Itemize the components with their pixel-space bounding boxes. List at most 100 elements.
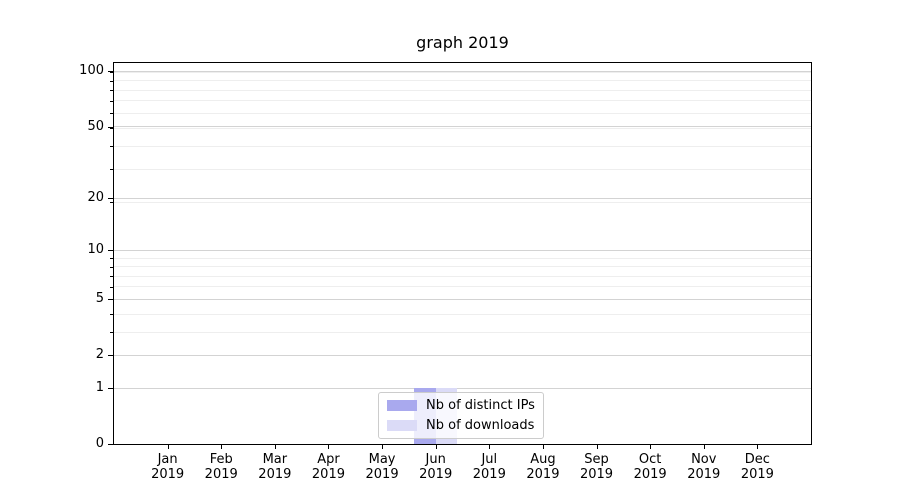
y-minor-tick [110, 100, 113, 102]
x-tick [167, 445, 169, 449]
x-tick [435, 445, 437, 449]
y-gridline-major [114, 354, 811, 356]
y-minor-tick [110, 332, 113, 334]
y-gridline-minor [114, 145, 811, 147]
x-tick-label: Dec 2019 [725, 452, 789, 482]
y-minor-tick [110, 128, 113, 130]
x-tick-label: Jul 2019 [457, 452, 521, 482]
x-tick-label-line: Sep [584, 452, 609, 467]
x-tick-label: Oct 2019 [618, 452, 682, 482]
y-gridline-minor [114, 100, 811, 102]
y-gridline-minor [114, 257, 811, 259]
y-tick [108, 299, 113, 301]
y-tick-label: 2 [95, 347, 104, 363]
y-minor-tick [110, 90, 113, 92]
x-tick [382, 445, 384, 449]
legend-swatch-icon [387, 420, 417, 431]
y-gridline-minor [114, 286, 811, 288]
x-tick-label: Sep 2019 [565, 452, 629, 482]
x-tick [596, 445, 598, 449]
legend: Nb of distinct IPs Nb of downloads [378, 392, 544, 439]
x-tick-label-line: 2019 [740, 467, 774, 482]
y-minor-tick [110, 276, 113, 278]
plot-area: Nb of distinct IPs Nb of downloads [113, 62, 812, 445]
x-tick-label: Nov 2019 [672, 452, 736, 482]
x-tick-label-line: 2019 [151, 467, 185, 482]
y-gridline-major [114, 387, 811, 389]
x-tick-label-line: 2019 [311, 467, 345, 482]
y-gridline-major [114, 70, 811, 72]
x-tick-label-line: May [368, 452, 396, 467]
y-tick [108, 71, 113, 73]
y-tick-label: 5 [95, 291, 104, 307]
y-minor-tick [110, 314, 113, 316]
x-tick-label-line: 2019 [526, 467, 560, 482]
x-tick [757, 445, 759, 449]
x-tick [542, 445, 544, 449]
y-gridline-major [114, 298, 811, 300]
x-tick-label-line: Jul [481, 452, 498, 467]
x-tick-label-line: Feb [209, 452, 233, 467]
x-tick [328, 445, 330, 449]
x-tick-label-line: 2019 [204, 467, 238, 482]
y-gridline-minor [114, 127, 811, 129]
y-minor-tick [110, 169, 113, 171]
x-tick-label-line: 2019 [579, 467, 614, 482]
y-tick-label: 0 [95, 436, 104, 451]
y-gridline-minor [114, 80, 811, 82]
y-gridline-minor [114, 71, 811, 73]
y-gridline-minor [114, 168, 811, 170]
y-gridline-minor [114, 112, 811, 114]
x-tick [274, 445, 276, 449]
x-tick-label-line: 2019 [472, 467, 506, 482]
y-tick-label: 50 [87, 118, 104, 134]
y-minor-tick [110, 202, 113, 204]
x-tick-label-line: Jun [425, 452, 446, 467]
x-tick-label: Mar 2019 [243, 452, 307, 482]
chart-title: graph 2019 [416, 33, 509, 52]
x-tick [489, 445, 491, 449]
legend-row: Nb of downloads [387, 418, 535, 433]
x-tick [221, 445, 223, 449]
x-tick-label-line: 2019 [258, 467, 292, 482]
y-minor-tick [110, 72, 113, 74]
x-tick-label-line: Dec [744, 452, 770, 467]
y-gridline-major [114, 249, 811, 251]
y-minor-tick [110, 80, 113, 82]
y-tick-label: 1 [95, 380, 104, 396]
y-tick [108, 388, 113, 390]
x-tick [650, 445, 652, 449]
x-tick-label-line: Oct [638, 452, 662, 467]
y-gridline-minor [114, 313, 811, 315]
y-tick-label: 100 [79, 63, 104, 79]
y-tick-label: 20 [87, 190, 104, 206]
x-tick-label-line: 2019 [419, 467, 453, 482]
legend-label: Nb of downloads [426, 418, 535, 433]
x-tick [703, 445, 705, 449]
x-tick-label: May 2019 [350, 452, 414, 482]
y-gridline-major [114, 197, 811, 199]
x-tick-label-line: Nov [691, 452, 717, 467]
x-tick-label-line: 2019 [365, 467, 399, 482]
legend-swatch-icon [387, 400, 417, 411]
x-tick-label-line: Aug [530, 452, 556, 467]
x-tick-label-line: Apr [317, 452, 340, 467]
legend-label: Nb of distinct IPs [426, 398, 535, 413]
x-tick-label-line: 2019 [687, 467, 721, 482]
y-tick [108, 126, 113, 128]
y-minor-tick [110, 266, 113, 268]
y-gridline-minor [114, 275, 811, 277]
y-tick [108, 444, 113, 445]
x-tick-label: Jan 2019 [136, 452, 200, 482]
x-tick-label: Jun 2019 [404, 452, 468, 482]
y-minor-tick [110, 258, 113, 260]
x-tick-label: Aug 2019 [511, 452, 575, 482]
y-gridline-minor [114, 201, 811, 203]
x-tick-label: Feb 2019 [189, 452, 253, 482]
x-tick-label-line: Jan [157, 452, 178, 467]
y-tick [108, 355, 113, 357]
legend-row: Nb of distinct IPs [387, 398, 535, 413]
y-tick-label: 10 [87, 242, 104, 258]
y-tick [108, 198, 113, 200]
